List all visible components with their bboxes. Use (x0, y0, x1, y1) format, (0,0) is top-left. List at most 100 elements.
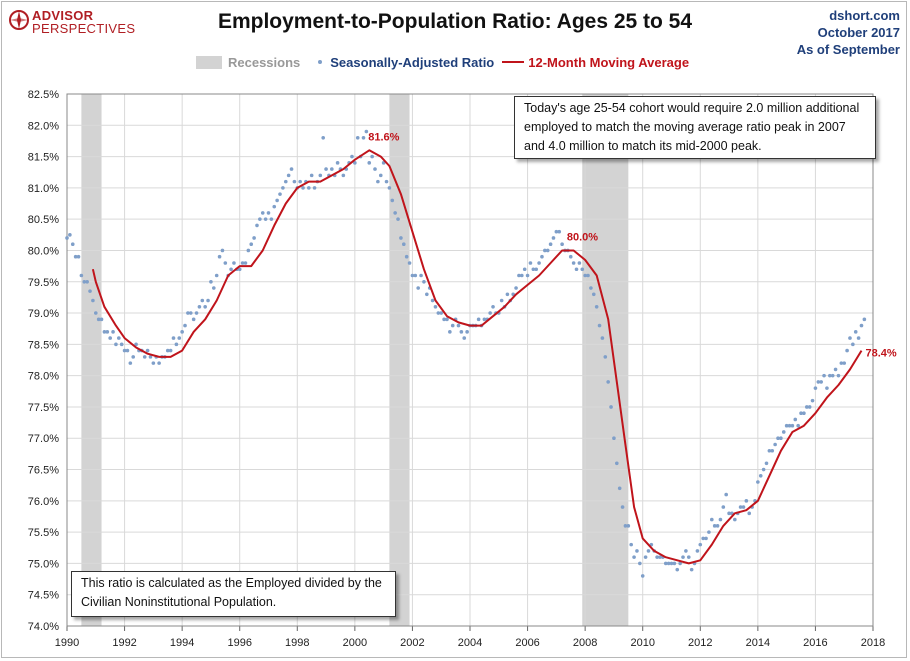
sa-ratio-point (355, 136, 360, 140)
sa-ratio-point (85, 279, 89, 284)
y-tick-label: 81.0% (28, 183, 59, 195)
sa-ratio-point (237, 267, 242, 272)
legend-dot-swatch (318, 60, 323, 64)
legend-ma-label: 12-Month Moving Average (528, 54, 690, 70)
sa-ratio-point (571, 261, 576, 265)
sa-ratio-point (810, 398, 815, 403)
sa-ratio-point (836, 373, 841, 378)
sa-ratio-point (275, 198, 279, 203)
sa-ratio-point (350, 154, 354, 159)
sa-ratio-point (839, 361, 844, 365)
y-tick-label: 80.0% (28, 245, 59, 257)
sa-ratio-point (663, 561, 668, 566)
x-tick-label: 1998 (285, 637, 309, 649)
y-tick-label: 75.5% (28, 527, 59, 539)
legend-line-swatch (502, 61, 525, 63)
sa-ratio-point (240, 261, 245, 265)
source-label: dshort.com (829, 8, 900, 23)
sa-ratio-point (848, 336, 852, 340)
sa-ratio-point (534, 267, 539, 272)
x-tick-label: 2018 (861, 637, 885, 649)
plot-border (66, 93, 874, 627)
sa-ratio-point (93, 311, 98, 315)
sa-ratio-point (505, 292, 510, 297)
sa-ratio-point (370, 154, 374, 159)
sa-ratio-point (557, 229, 562, 234)
sa-ratio-point (68, 233, 72, 237)
sa-ratio-point (658, 555, 662, 559)
y-tick-label: 78.5% (28, 339, 59, 351)
sa-ratio-point (626, 524, 631, 528)
sa-ratio-point (353, 161, 357, 165)
sa-ratio-point (217, 254, 222, 259)
sa-ratio-point (335, 161, 340, 165)
sa-ratio-point (65, 236, 69, 240)
y-tick-label: 77.0% (28, 433, 59, 445)
x-tick-label: 1994 (170, 637, 194, 649)
sa-ratio-point (577, 261, 582, 265)
sa-ratio-point (594, 305, 599, 309)
sa-ratio-point (580, 267, 585, 272)
sa-ratio-point (617, 486, 622, 491)
sa-ratio-point (229, 267, 233, 272)
sa-ratio-point (491, 305, 495, 309)
sa-ratio-point (744, 499, 749, 503)
sa-ratio-point (640, 574, 645, 578)
sa-ratio-point (148, 355, 153, 359)
sa-ratio-point (609, 405, 613, 409)
sa-ratio-point (301, 186, 305, 190)
y-tick-label: 79.5% (28, 277, 59, 289)
as-of-label: As of September (796, 42, 900, 57)
x-tick-label: 1996 (227, 637, 251, 649)
x-tick-label: 2008 (573, 637, 597, 649)
sa-ratio-point (776, 436, 780, 441)
sa-ratio-point (114, 342, 118, 347)
peak-2000-label: 81.6% (368, 131, 399, 143)
sa-ratio-point (399, 236, 403, 240)
sa-ratio-point (88, 289, 92, 293)
sa-ratio-point (591, 292, 596, 297)
sa-ratio-point (416, 286, 420, 290)
sa-ratio-point (450, 323, 455, 328)
sa-ratio-point (387, 186, 392, 190)
sa-ratio-point (442, 317, 446, 322)
sa-ratio-point (324, 167, 328, 171)
sa-ratio-point (833, 367, 838, 372)
sa-ratio-point (773, 442, 777, 447)
sa-ratio-point (243, 261, 248, 265)
sa-ratio-point (307, 186, 311, 190)
sa-ratio-point (462, 336, 467, 340)
sa-ratio-point (741, 505, 746, 509)
sa-ratio-point (404, 254, 409, 259)
sa-ratio-point (430, 298, 435, 303)
sa-ratio-point (171, 336, 176, 340)
sa-ratio-point (390, 198, 395, 203)
sa-ratio-point (784, 423, 789, 428)
sa-ratio-point (286, 173, 291, 178)
sa-ratio-point (393, 211, 397, 215)
sa-ratio-point (419, 273, 423, 278)
sa-ratio-point (76, 254, 81, 259)
sa-ratio-point (802, 411, 806, 416)
sa-ratio-point (252, 236, 256, 240)
sa-ratio-point (543, 248, 547, 253)
sa-ratio-point (266, 211, 271, 215)
sa-ratio-point (125, 348, 130, 353)
x-tick-label: 2010 (630, 637, 654, 649)
sa-ratio-point (779, 436, 783, 441)
sa-ratio-point (715, 524, 720, 528)
sa-ratio-point (822, 373, 826, 378)
sa-ratio-point (312, 186, 317, 190)
sa-ratio-point (249, 242, 254, 247)
sa-ratio-point (632, 555, 636, 559)
sa-ratio-point (707, 530, 711, 534)
sa-ratio-point (761, 467, 766, 472)
sa-ratio-point (122, 348, 127, 353)
x-tick-label: 1992 (112, 637, 136, 649)
sa-ratio-point (433, 305, 438, 309)
x-tick-label: 1990 (55, 637, 79, 649)
sa-ratio-point (73, 254, 78, 259)
sa-ratio-point (816, 380, 821, 384)
sa-ratio-point (465, 330, 469, 334)
sa-ratio-point (165, 348, 170, 353)
